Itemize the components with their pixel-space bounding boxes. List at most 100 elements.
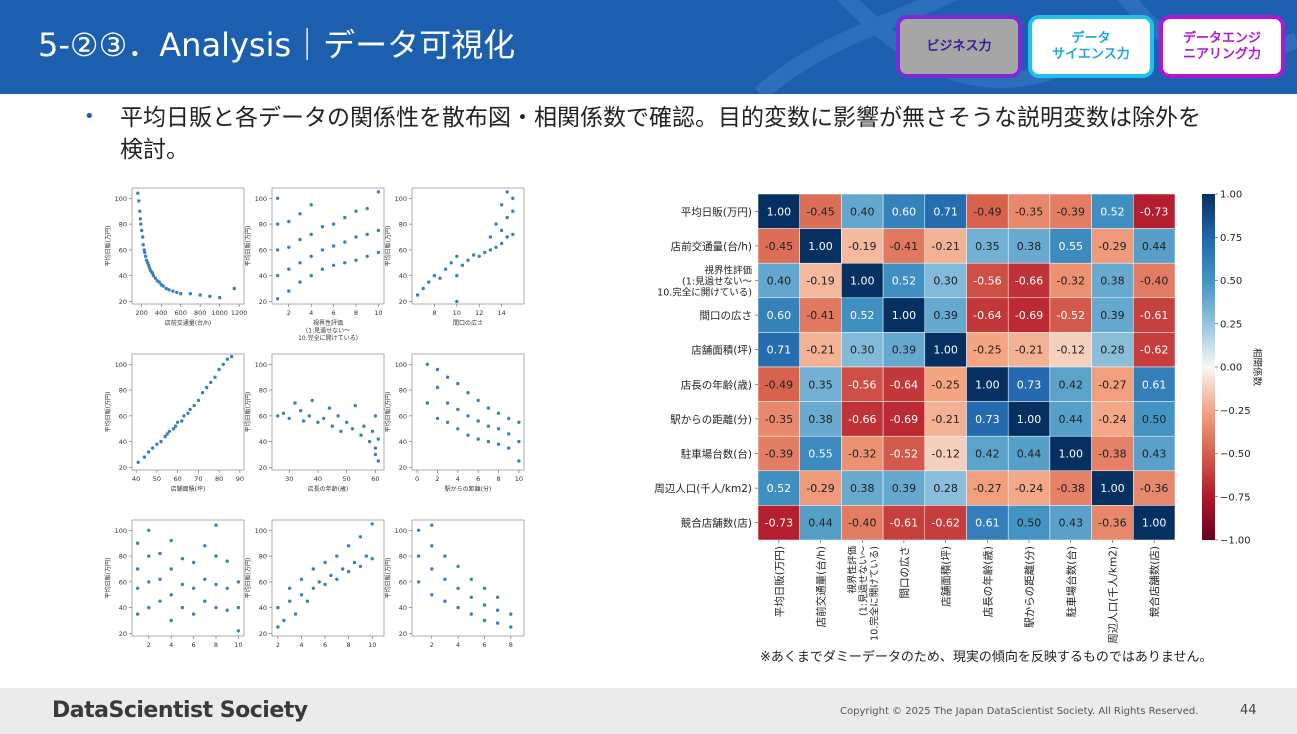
col-label: 周辺人口(千人/km2) xyxy=(1107,546,1119,644)
heatmap-value-label: 1.00 xyxy=(1017,413,1042,426)
scatter-point xyxy=(495,621,500,625)
x-tick-label: 2 xyxy=(430,641,434,649)
y-tick-label: 100 xyxy=(115,195,127,203)
scatter-point xyxy=(373,452,378,457)
scatter-point xyxy=(364,554,368,558)
heatmap-value-label: -0.61 xyxy=(1140,309,1168,322)
scatter-point xyxy=(486,424,491,428)
x-tick-label: 2 xyxy=(435,475,439,483)
x-tick-label: 8 xyxy=(347,641,351,649)
scatter-point xyxy=(471,253,476,257)
scatter-point xyxy=(316,420,320,424)
scatter-point xyxy=(455,273,459,278)
heatmap-value-label: 0.35 xyxy=(808,378,833,391)
heatmap-value-label: 0.39 xyxy=(933,309,958,322)
scatter-point xyxy=(486,439,491,444)
heatmap-value-label: -0.49 xyxy=(973,205,1001,218)
y-tick-label: 80 xyxy=(119,387,127,395)
scatter-point xyxy=(505,235,509,239)
scatter-point xyxy=(182,414,186,418)
row-label: 駐車場台数(台) xyxy=(681,448,752,461)
scatter-point xyxy=(225,559,229,563)
y-tick-label: 20 xyxy=(259,464,267,472)
col-label: 視界性評価 xyxy=(846,546,858,594)
scatter-point xyxy=(376,459,380,463)
heatmap-value-label: -0.39 xyxy=(765,448,793,461)
y-axis-label: 平均日販(万円) xyxy=(384,558,392,599)
heatmap-cell xyxy=(924,193,967,229)
scatter-point xyxy=(141,243,145,247)
scatter-point xyxy=(180,557,185,561)
heatmap-value-label: 0.42 xyxy=(975,448,1000,461)
col-label: 間口の広さ xyxy=(898,546,911,599)
footer-bar: DataScientist Society Copyright © 2025 T… xyxy=(0,688,1297,734)
heatmap-cell xyxy=(1049,193,1092,229)
heatmap-value-label: -0.38 xyxy=(1057,482,1085,495)
scatter-point xyxy=(163,434,167,439)
scatter-point xyxy=(432,273,437,278)
scatter-point xyxy=(482,618,487,623)
scatter-point xyxy=(456,407,460,412)
scatter-point xyxy=(155,442,159,446)
y-tick-label: 60 xyxy=(399,412,407,420)
scatter-point xyxy=(167,429,171,433)
y-tick-label: 40 xyxy=(119,438,127,446)
scatter-panel: 20 40 60 80 100 200 400 600 800 1000 1200 平均日販(万円) 店… xyxy=(104,187,247,327)
scatter-point xyxy=(191,560,196,565)
scatter-point xyxy=(445,420,450,424)
scatter-point xyxy=(311,586,315,590)
scatter-point xyxy=(415,293,420,297)
scatter-point xyxy=(141,235,145,239)
scatter-point xyxy=(455,254,459,258)
y-tick-label: 60 xyxy=(399,578,407,586)
y-tick-label: 20 xyxy=(119,630,127,638)
scatter-point xyxy=(232,286,236,291)
scatter-point xyxy=(146,450,151,454)
scatter-point xyxy=(293,401,297,405)
x-tick-label: 90 xyxy=(236,475,244,483)
heatmap-value-label: 0.38 xyxy=(1017,240,1042,253)
scatter-point xyxy=(336,414,340,418)
heatmap-cell xyxy=(966,332,1009,368)
scatter-point xyxy=(416,580,421,584)
colorbar-tick-label: −0.75 xyxy=(1220,492,1251,503)
scatter-point xyxy=(135,586,140,590)
scatter-point xyxy=(287,289,291,293)
panel-frame xyxy=(131,187,245,305)
heatmap-cell xyxy=(841,297,884,333)
scatter-point xyxy=(161,284,165,288)
heatmap-cell xyxy=(1133,193,1176,229)
scatter-point xyxy=(275,248,280,252)
y-tick-label: 100 xyxy=(255,361,267,369)
y-axis-label: 平均日販(万円) xyxy=(104,558,112,599)
y-tick-label: 100 xyxy=(395,195,407,203)
heatmap-cell xyxy=(757,297,800,333)
x-tick-label: 4 xyxy=(456,641,460,649)
scatter-point xyxy=(218,295,222,300)
scatter-point xyxy=(275,196,280,200)
colorbar-tick-label: 0.75 xyxy=(1220,233,1242,244)
heatmap-cell xyxy=(924,366,967,402)
y-tick-label: 80 xyxy=(119,553,127,561)
heatmap-value-label: 0.52 xyxy=(850,309,875,322)
scatter-point xyxy=(198,293,202,297)
scatter-point xyxy=(456,605,460,610)
heatmap-cell xyxy=(1049,401,1092,437)
dummy-data-note: ※あくまでダミーデータのため、現実の傾向を反映するものではありません。 xyxy=(760,650,1213,665)
scatter-point xyxy=(416,554,421,558)
scatter-point xyxy=(169,538,173,543)
heatmap-value-label: 0.52 xyxy=(892,275,917,288)
x-tick-label: 12 xyxy=(475,309,483,317)
scatter-point xyxy=(476,419,480,423)
scatter-point xyxy=(140,228,144,233)
scatter-point xyxy=(275,297,280,301)
scatter-point xyxy=(435,367,440,372)
scatter-point xyxy=(443,554,447,558)
colorbar xyxy=(1202,194,1215,540)
heatmap-cell xyxy=(882,366,926,402)
y-tick-label: 20 xyxy=(399,464,407,472)
heatmap-cell xyxy=(1091,228,1134,264)
colorbar-tick-label: −0.25 xyxy=(1220,406,1251,417)
scatter-point xyxy=(339,429,343,433)
scatter-point xyxy=(217,367,221,372)
